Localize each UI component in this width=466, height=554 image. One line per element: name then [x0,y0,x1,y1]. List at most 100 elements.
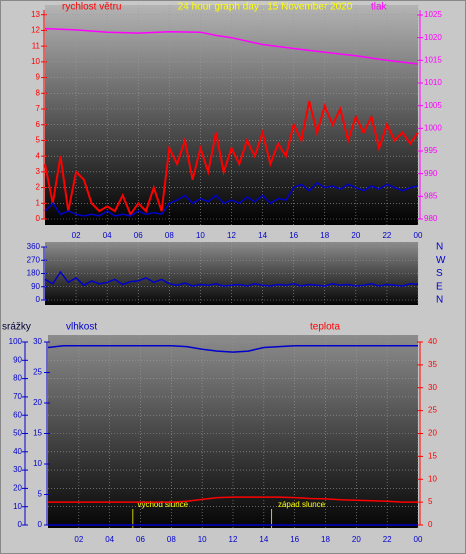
x-tick-label: 18 [320,231,329,240]
y-tick-label: 20 [13,484,22,493]
y2-tick-label: 985 [424,191,438,200]
y3-tick-label: 25 [33,368,42,377]
x-tick-label: 06 [136,535,145,544]
series-line [44,270,419,287]
y2-tick-label: 1020 [424,33,442,42]
y-tick-label: 50 [13,429,22,438]
y3-tick-label: 0 [38,520,43,529]
x-tick-label: 12 [229,535,238,544]
y-tick-label: 0 [18,520,23,529]
y-tick-label: 90 [31,282,40,291]
y3-tick-label: 10 [33,459,42,468]
series-line [44,181,419,217]
x-tick-label: 02 [72,231,81,240]
x-tick-label: 04 [103,231,112,240]
y2-tick-label: 1000 [424,123,442,132]
y-tick-label: 11 [32,41,41,50]
y-tick-label: 4 [36,151,41,160]
x-tick-label: 22 [382,231,391,240]
x-tick-label: 10 [196,231,205,240]
axis-label: teplota [310,322,340,333]
y-tick-label: 0 [36,295,41,304]
y3-tick-label: 5 [38,490,43,499]
y2-tick-label: S [436,268,443,279]
x-tick-label: 04 [105,535,114,544]
x-tick-label: 22 [383,535,392,544]
y2-tick-label: 15 [428,451,437,460]
y-tick-label: 100 [9,337,23,346]
x-tick-label: 10 [198,535,207,544]
y-tick-label: 0 [36,214,41,223]
y2-tick-label: N [436,295,443,306]
y2-tick-label: 10 [428,474,437,483]
series-line [47,344,418,353]
annotation: západ slunce [278,500,326,509]
y-tick-label: 80 [13,374,22,383]
y-tick-label: 270 [27,255,41,264]
y2-tick-label: 35 [428,360,437,369]
x-tick-label: 00 [414,231,423,240]
y-tick-label: 8 [36,88,41,97]
y2-tick-label: 40 [428,337,437,346]
y-tick-label: 1 [36,198,41,207]
y-tick-label: 10 [13,502,22,511]
x-tick-label: 20 [352,535,361,544]
y-tick-label: 2 [36,183,41,192]
y-tick-label: 5 [36,136,41,145]
y-tick-label: 12 [31,26,40,35]
y2-tick-label: W [436,255,446,266]
y2-tick-label: 980 [424,214,438,223]
y2-tick-label: 25 [428,406,437,415]
y3-tick-label: 15 [33,429,42,438]
y-tick-label: 10 [31,57,40,66]
axis-label: vlhkost [66,322,97,333]
y-tick-label: 40 [13,447,22,456]
x-tick-label: 06 [134,231,143,240]
x-tick-label: 08 [167,535,176,544]
series-line [44,27,419,65]
x-tick-label: 16 [290,535,299,544]
series-line [48,496,418,503]
axis-label: srážky [2,322,31,333]
x-tick-label: 20 [351,231,360,240]
y2-tick-label: 1010 [424,78,442,87]
chart-title: 24 hour graph day : 15 November 2020 [178,2,353,13]
x-tick-label: 14 [259,535,268,544]
y2-tick-label: 990 [424,169,438,178]
y2-tick-label: N [436,242,443,253]
y-tick-label: 90 [13,355,22,364]
x-tick-label: 16 [289,231,298,240]
y-tick-label: 30 [13,465,22,474]
axis-label: rychlost větru [62,2,121,13]
y2-tick-label: E [436,281,443,292]
y-tick-label: 6 [36,120,41,129]
x-tick-label: 12 [227,231,236,240]
axis-label: tlak [371,2,388,13]
y2-tick-label: 20 [428,429,437,438]
x-tick-label: 08 [165,231,174,240]
y2-tick-label: 1025 [424,10,442,19]
x-tick-label: 02 [74,535,83,544]
y2-tick-label: 995 [424,146,438,155]
y-tick-label: 3 [36,167,41,176]
y-tick-label: 360 [27,242,41,251]
y3-tick-label: 30 [33,337,42,346]
y3-tick-label: 20 [33,398,42,407]
x-tick-label: 14 [258,231,267,240]
x-tick-label: 18 [321,535,330,544]
y-tick-label: 9 [36,73,41,82]
y2-tick-label: 30 [428,383,437,392]
y-tick-label: 7 [36,104,41,113]
y-tick-label: 60 [13,410,22,419]
series-line [44,100,419,217]
x-tick-label: 00 [414,535,423,544]
y-tick-label: 70 [13,392,22,401]
y2-tick-label: 0 [428,520,433,529]
y2-tick-label: 1005 [424,101,442,110]
y2-tick-label: 5 [428,497,433,506]
y2-tick-label: 1015 [424,55,442,64]
y-tick-label: 180 [27,269,41,278]
annotation: východ slunce [137,500,188,509]
y-tick-label: 13 [31,10,40,19]
